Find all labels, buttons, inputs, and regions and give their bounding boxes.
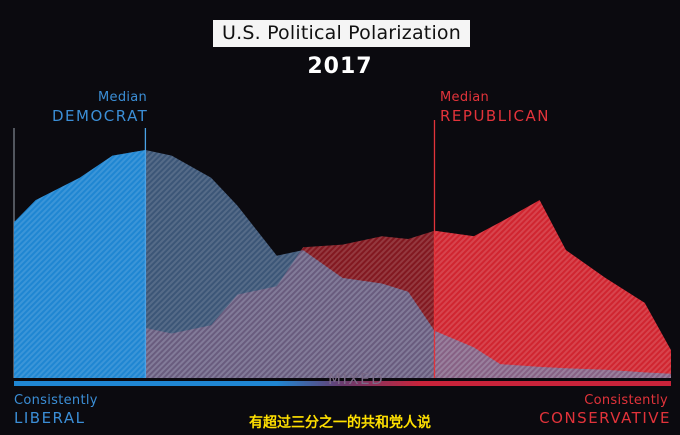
- median-republican-label: REPUBLICAN: [440, 107, 550, 125]
- x-left-label: LIBERAL: [14, 409, 86, 427]
- area-democrat-hatch: [14, 150, 671, 378]
- x-right-label: CONSERVATIVE: [539, 409, 671, 427]
- chart-title: U.S. Political Polarization: [213, 20, 470, 47]
- video-caption: 有超过三分之一的共和党人说: [249, 415, 431, 431]
- x-center-label: MIXED: [328, 370, 385, 388]
- spectrum-bar: [14, 381, 671, 386]
- chart-year: 2017: [307, 54, 373, 79]
- median-democrat-label-top: Median: [98, 90, 148, 105]
- median-democrat-label: DEMOCRAT: [52, 107, 149, 125]
- median-republican-label-top: Median: [440, 90, 490, 105]
- x-left-label-top: Consistently: [14, 393, 98, 408]
- x-right-label-top: Consistently: [584, 393, 668, 408]
